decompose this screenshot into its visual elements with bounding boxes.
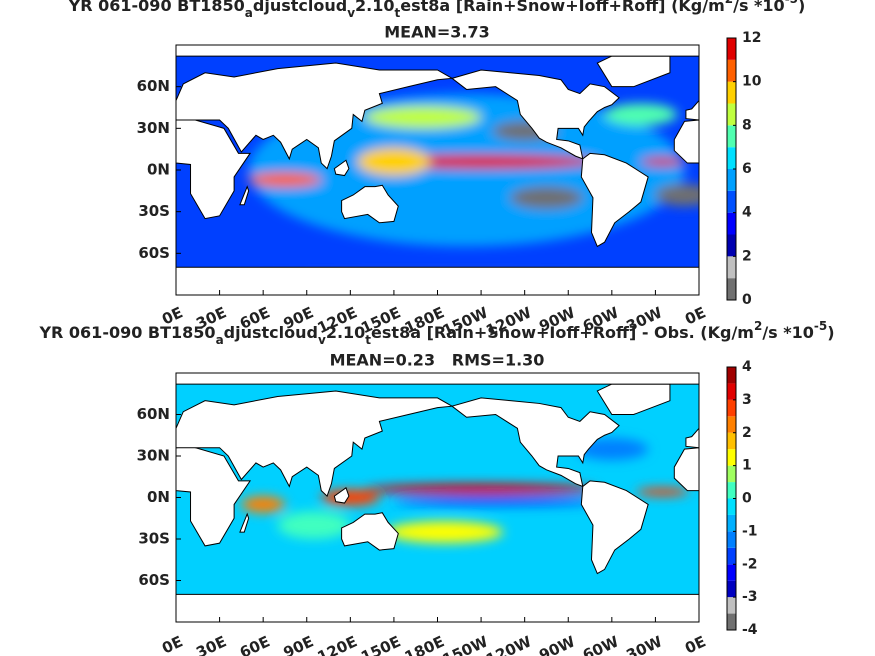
colorbar-segment — [727, 613, 736, 630]
colorbar-tick-label: 3 — [742, 392, 752, 408]
title-part: t — [395, 6, 401, 20]
lat-tick-label: 30S — [138, 530, 170, 548]
colorbar-tick-label: 0 — [742, 491, 752, 507]
lon-tick-label: 60E — [237, 632, 273, 656]
lat-tick-label: 60N — [137, 77, 170, 95]
colorbar-segment — [727, 514, 736, 532]
title-part: 2.10 — [355, 0, 394, 15]
lon-tick-label: 120E — [315, 632, 360, 656]
colorbar-segment — [727, 212, 736, 235]
colorbar-tick-label: -1 — [742, 523, 758, 539]
lat-tick-label: 60S — [138, 244, 170, 262]
colorbar-tick-label: 8 — [742, 117, 752, 133]
colorbar-tick-label: 2 — [742, 248, 752, 264]
title-part: est8a [Rain+Snow+Ioff+Roff] (Kg/m — [400, 0, 724, 15]
colorbar-segment — [727, 125, 736, 148]
colorbar-segment — [727, 432, 736, 450]
lon-tick-label: 0E — [682, 632, 708, 656]
colorbar-segment — [727, 580, 736, 598]
colorbar-segment — [727, 38, 736, 60]
title-part: a — [245, 6, 253, 20]
title-part: v — [347, 6, 355, 20]
colorbar-tick-label: 10 — [742, 74, 762, 90]
colorbar-tick-label: -3 — [742, 589, 758, 605]
title-part: est8a [Rain+Snow+Ioff+Roff] - Obs. (Kg/m — [371, 323, 754, 342]
title-part: 2 — [754, 319, 762, 333]
lon-tick-label: 30E — [193, 632, 229, 656]
colorbar-segment — [727, 256, 736, 279]
lon-tick-label: 0E — [159, 632, 185, 656]
title-part: v — [318, 333, 326, 347]
colorbar-tick-label: -4 — [742, 622, 758, 638]
colorbar-segment — [727, 383, 736, 400]
title-part: -5 — [814, 319, 827, 333]
colorbar-segment — [727, 531, 736, 548]
lon-tick-label: 90E — [281, 632, 317, 656]
colorbar-tick-label: 0 — [742, 292, 752, 308]
colorbar-tick-label: 2 — [742, 425, 752, 441]
title-part: /s *10 — [733, 0, 785, 15]
lat-tick-label: 30S — [138, 202, 170, 220]
colorbar-segment — [727, 190, 736, 213]
lon-tick-label: 150E — [358, 632, 403, 656]
title-part: 2.10 — [326, 323, 365, 342]
colorbar-segment — [727, 547, 736, 565]
colorbar-tick-label: -2 — [742, 556, 758, 572]
colorbar-segment — [727, 367, 736, 384]
title-part: /s *10 — [762, 323, 814, 342]
colorbar-segment — [727, 482, 736, 499]
title-part: t — [365, 333, 371, 347]
lat-tick-label: 0N — [147, 488, 170, 506]
colorbar-segment — [727, 597, 736, 614]
colorbar-segment — [727, 278, 736, 300]
title-part: 2 — [725, 0, 733, 6]
colorbar-tick-label: 4 — [742, 205, 752, 221]
lat-tick-label: 30N — [137, 119, 170, 137]
colorbar-segment — [727, 81, 736, 104]
colorbar-segment — [727, 169, 736, 191]
colorbar-tick-label: 1 — [742, 458, 752, 474]
colorbar-segment — [727, 59, 736, 82]
colorbar-tick-label: 4 — [742, 359, 752, 375]
colorbar-segment — [727, 465, 736, 483]
lon-tick-label: 30W — [623, 632, 665, 656]
panel-stats: MEAN=3.73 — [384, 23, 490, 42]
colorbar-segment — [727, 147, 736, 169]
title-part: a — [216, 333, 224, 347]
colorbar-tick-label: 6 — [742, 161, 752, 177]
colorbar-segment — [727, 234, 736, 257]
panel-title: YR 061-090 BT1850adjustcloudv2.10test8a … — [68, 0, 806, 20]
panel-stats: MEAN=0.23 RMS=1.30 — [330, 351, 545, 370]
map — [147, 44, 728, 302]
colorbar-tick-label: 12 — [742, 30, 761, 46]
colorbar-segment — [727, 416, 736, 433]
title-part: djustcloud — [253, 0, 347, 15]
colorbar-segment — [727, 449, 736, 466]
lon-tick-label: 90W — [536, 632, 578, 656]
lat-tick-label: 0N — [147, 161, 170, 179]
lat-tick-label: 60S — [138, 571, 170, 589]
colorbar-segment — [727, 399, 736, 417]
title-part: YR 061-090 BT1850 — [38, 323, 215, 342]
colorbar-segment — [727, 498, 736, 515]
title-part: -5 — [785, 0, 798, 6]
title-part: ) — [798, 0, 805, 15]
colorbar-segment — [727, 564, 736, 581]
panel-title: YR 061-090 BT1850adjustcloudv2.10test8a … — [38, 319, 834, 347]
colorbar-segment — [727, 103, 736, 126]
title-part: djustcloud — [224, 323, 318, 342]
title-part: ) — [827, 323, 834, 342]
lat-tick-label: 60N — [137, 405, 170, 423]
lon-tick-label: 60W — [580, 632, 622, 656]
lat-tick-label: 30N — [137, 447, 170, 465]
map — [175, 372, 700, 623]
lon-tick-label: 120W — [483, 632, 534, 656]
title-part: YR 061-090 BT1850 — [68, 0, 245, 15]
